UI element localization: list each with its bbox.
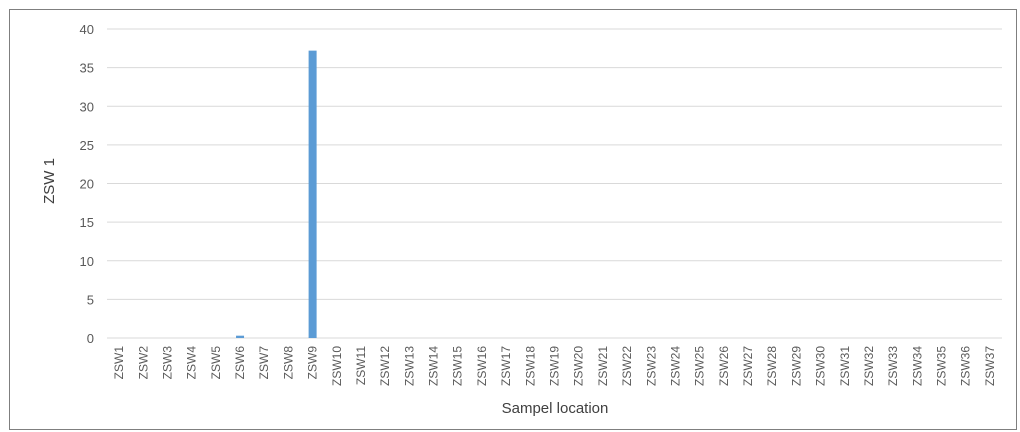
y-tick-label: 0	[87, 331, 94, 346]
x-tick-label: ZSW23	[644, 346, 658, 386]
x-tick-label: ZSW14	[427, 346, 441, 386]
x-tick-label: ZSW16	[475, 346, 489, 386]
x-tick-label: ZSW28	[765, 346, 779, 386]
x-tick-label: ZSW8	[281, 346, 295, 380]
x-tick-label: ZSW31	[838, 346, 852, 386]
x-tick-label: ZSW18	[523, 346, 537, 386]
x-tick-label: ZSW27	[741, 346, 755, 386]
chart-frame: 0 5 10 15 20 25 30 35 40 ZSW1 ZSW2 ZSW3 ZSW4 ZSW5 ZSW…	[9, 9, 1017, 430]
x-tick-label: ZSW10	[330, 346, 344, 386]
x-tick-label: ZSW9	[306, 346, 320, 380]
y-tick-label: 15	[80, 215, 94, 230]
x-tick-label: ZSW20	[572, 346, 586, 386]
x-tick-label: ZSW32	[862, 346, 876, 386]
y-axis-title: ZSW 1	[41, 158, 58, 204]
x-tick-label: ZSW26	[717, 346, 731, 386]
x-tick-label: ZSW35	[935, 346, 949, 386]
x-tick-label: ZSW25	[693, 346, 707, 386]
x-tick-label: ZSW33	[886, 346, 900, 386]
x-tick-label: ZSW17	[499, 346, 513, 386]
x-tick-label: ZSW15	[451, 346, 465, 386]
x-tick-label: ZSW6	[233, 346, 247, 380]
x-tick-label: ZSW5	[209, 346, 223, 380]
bar-zsw6	[236, 335, 245, 338]
x-tick-label: ZSW19	[548, 346, 562, 386]
x-axis-title: Sampel location	[502, 400, 609, 417]
x-tick-label: ZSW34	[910, 346, 924, 386]
y-tick-labels: 0 5 10 15 20 25 30 35 40	[80, 22, 94, 346]
bar-zsw9	[308, 50, 317, 338]
x-tick-label: ZSW13	[402, 346, 416, 386]
x-tick-label: ZSW37	[983, 346, 997, 386]
x-tick-label: ZSW11	[354, 346, 368, 385]
y-tick-label: 40	[80, 22, 94, 37]
x-tick-label: ZSW22	[620, 346, 634, 386]
x-tick-label: ZSW24	[668, 346, 682, 386]
y-tick-label: 20	[80, 177, 94, 192]
x-tick-label: ZSW3	[160, 346, 174, 380]
y-tick-label: 35	[80, 61, 94, 76]
x-tick-labels: ZSW1 ZSW2 ZSW3 ZSW4 ZSW5 ZSW6 ZSW7 ZSW8 ZSW9 ZSW1…	[112, 346, 997, 386]
y-tick-label: 5	[87, 292, 94, 307]
gridlines	[107, 28, 1002, 339]
y-tick-label: 30	[80, 99, 94, 114]
x-tick-label: ZSW29	[789, 346, 803, 386]
x-tick-label: ZSW12	[378, 346, 392, 386]
x-tick-label: ZSW36	[959, 346, 973, 386]
bars	[236, 50, 317, 338]
x-tick-label: ZSW7	[257, 346, 271, 380]
x-tick-label: ZSW1	[112, 346, 126, 380]
y-tick-label: 25	[80, 138, 94, 153]
y-tick-label: 10	[80, 254, 94, 269]
x-tick-label: ZSW2	[136, 346, 150, 380]
x-tick-label: ZSW21	[596, 346, 610, 386]
x-tick-label: ZSW30	[814, 346, 828, 386]
x-tick-label: ZSW4	[185, 346, 199, 380]
